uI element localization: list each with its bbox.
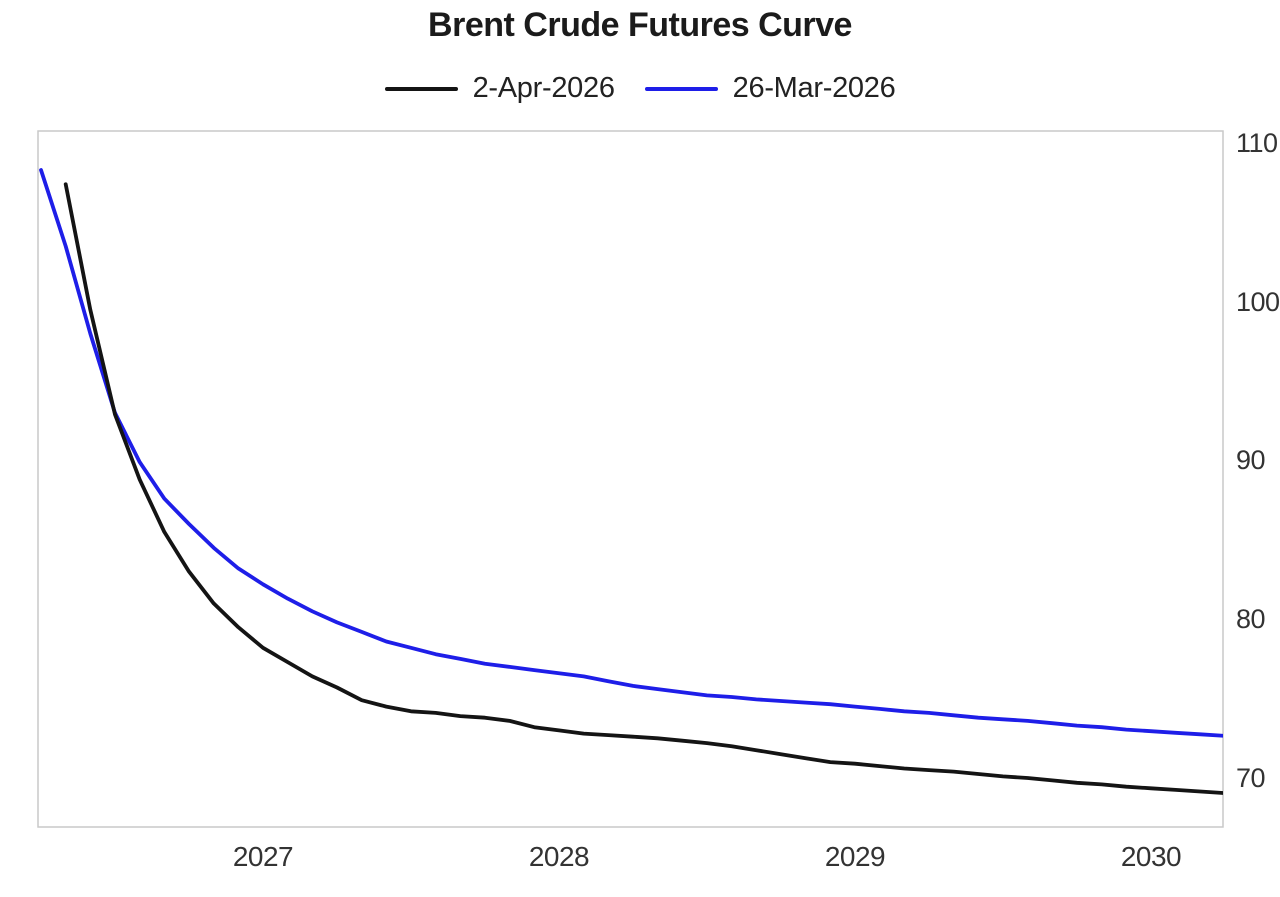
plot-border [37, 130, 1224, 828]
y-tick-70: 70 [1236, 763, 1266, 793]
series-line-0 [63, 182, 1223, 795]
series-line-1 [39, 168, 1223, 738]
y-tick-110: 110 [1236, 128, 1278, 158]
x-tick-2028: 2028 [528, 841, 590, 872]
y-tick-90: 90 [1236, 445, 1266, 475]
legend-swatch-black-line [384, 86, 458, 91]
legend-label: 26-Mar-2026 [732, 72, 896, 104]
page-title: Brent Crude Futures Curve [428, 6, 852, 44]
legend-item-26-mar-2026: 26-Mar-2026 [644, 72, 896, 105]
x-tick-2030: 2030 [1120, 841, 1182, 872]
y-tick-80: 80 [1236, 604, 1266, 634]
legend-item-2-apr-2026: 2-Apr-2026 [384, 72, 615, 105]
x-tick-2027: 2027 [232, 841, 294, 872]
legend: 2-Apr-2026 26-Mar-2026 [0, 72, 1280, 105]
legend-label: 2-Apr-2026 [472, 72, 615, 104]
legend-swatch-blue-line [644, 86, 718, 91]
y-tick-100: 100 [1236, 287, 1280, 317]
x-tick-2029: 2029 [824, 841, 886, 872]
